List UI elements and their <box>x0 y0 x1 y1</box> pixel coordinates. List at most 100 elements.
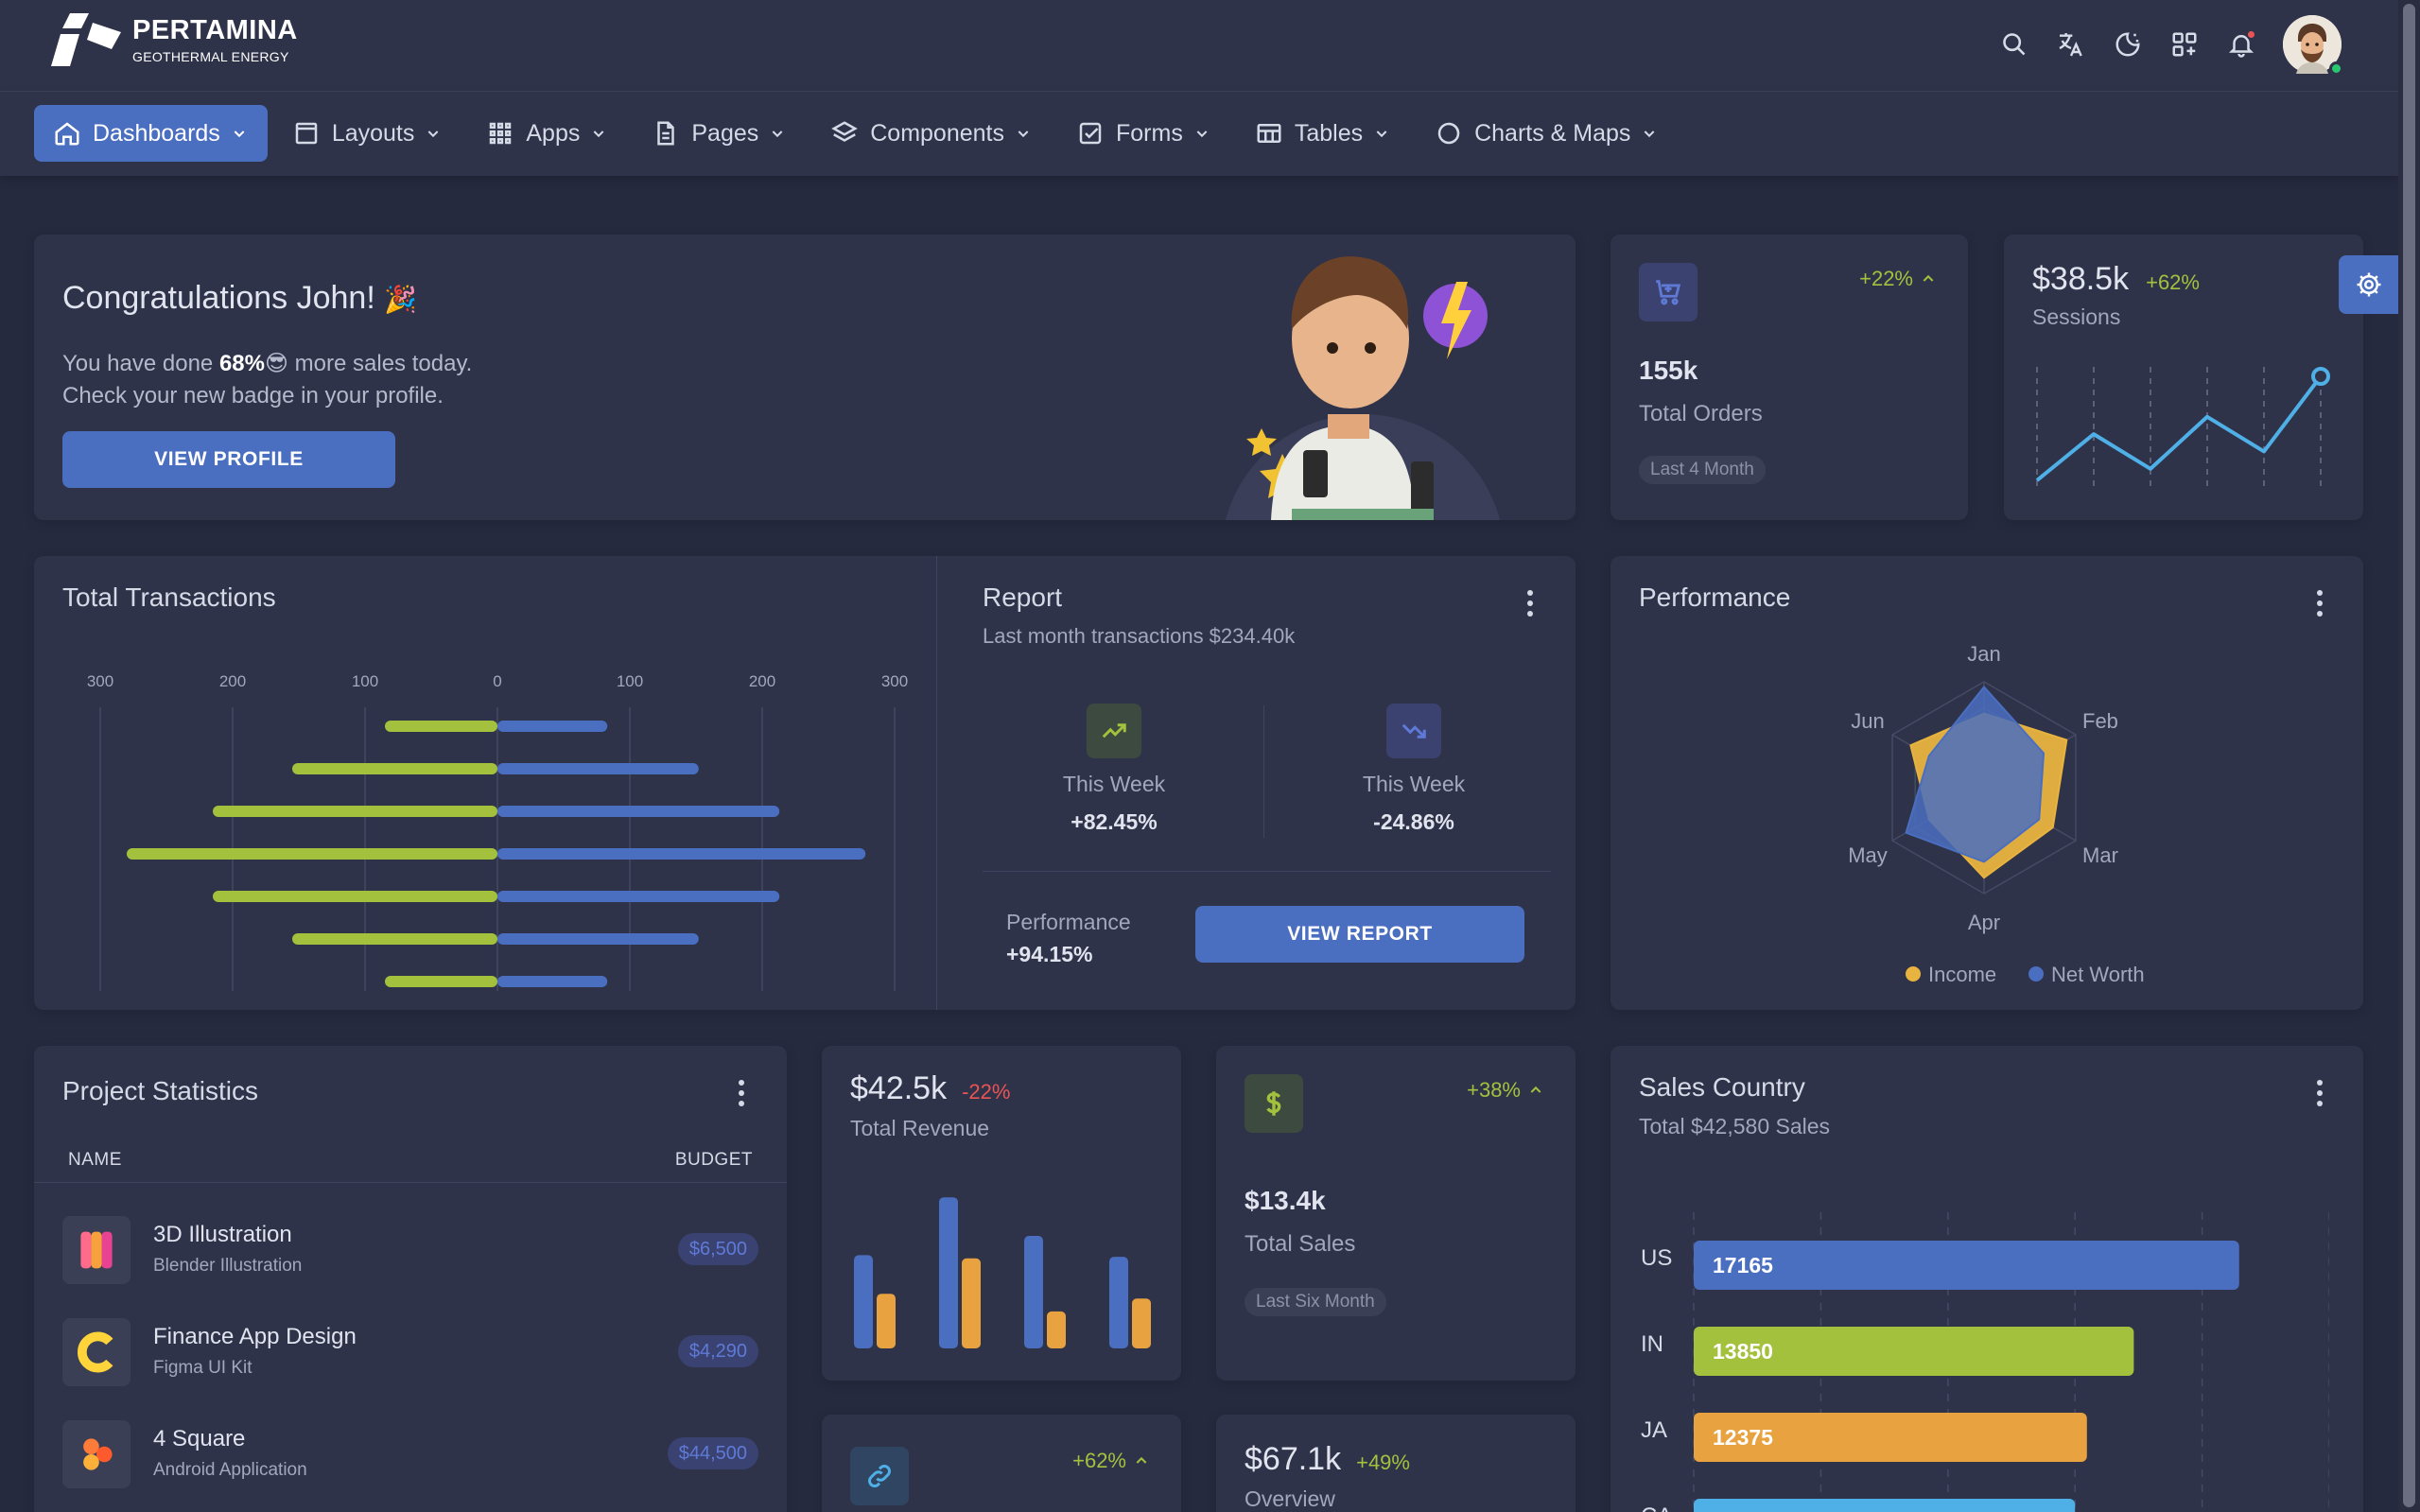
performance-card: Performance Jan Feb Mar Apr May Jun Income Net … <box>1610 556 2363 1010</box>
radar-category-label: Jan <box>1967 642 2000 666</box>
week2-value: -24.86% <box>1373 809 1454 834</box>
project-name: Finance App Design <box>153 1324 357 1349</box>
nav-label: Charts & Maps <box>1474 119 1631 147</box>
nav-item-dashboards[interactable]: Dashboards <box>34 105 268 162</box>
bell-icon[interactable] <box>2226 29 2256 60</box>
moon-icon[interactable] <box>2113 29 2143 60</box>
sessions-value: $38.5k <box>2032 261 2130 297</box>
column-name-header: NAME <box>68 1150 122 1170</box>
report-menu-button[interactable] <box>1526 590 1534 617</box>
orders-label: Total Orders <box>1639 401 1763 426</box>
project-thumbnail <box>62 1420 131 1488</box>
character-illustration <box>1140 235 1576 520</box>
week-divider <box>1263 705 1264 838</box>
orders-change: +22% <box>1859 267 1936 291</box>
home-icon <box>55 122 79 146</box>
budget-badge: $6,500 <box>677 1233 758 1265</box>
orders-value: 155k <box>1639 356 1698 385</box>
nav-item-charts-maps[interactable]: Charts & Maps <box>1416 105 1678 162</box>
transaction-bar <box>213 806 497 817</box>
sessions-label: Sessions <box>2032 304 2121 329</box>
sales-country-title: Sales Country <box>1639 1072 1805 1102</box>
legend-label: Income <box>1928 963 1996 986</box>
report-subtitle: Last month transactions $234.40k <box>983 624 1296 648</box>
table-row[interactable]: 4 Square Android Application $44,500 <box>34 1403 787 1505</box>
brand-logo[interactable]: PERTAMINA GEOTHERMAL ENERGY <box>49 11 298 68</box>
sales-country-menu-button[interactable] <box>2316 1080 2324 1106</box>
nav-item-pages[interactable]: Pages <box>633 105 806 162</box>
gear-icon <box>2357 272 2380 297</box>
brand-name: PERTAMINA <box>132 14 298 45</box>
project-statistics-card: Project Statistics NAME BUDGET 3D Illust… <box>34 1046 787 1512</box>
nav-label: Tables <box>1294 119 1364 147</box>
transaction-bar <box>385 721 497 732</box>
project-statistics-title: Project Statistics <box>62 1076 258 1105</box>
country-value-label: 13850 <box>1713 1339 1773 1364</box>
sales-country-subtitle: Total $42,580 Sales <box>1639 1114 1831 1138</box>
nav-item-apps[interactable]: Apps <box>467 105 627 162</box>
apps-grid-icon[interactable] <box>2169 29 2200 60</box>
project-menu-button[interactable] <box>738 1080 745 1106</box>
transaction-bar <box>497 848 866 860</box>
sales-country-card: Sales Country Total $42,580 Sales US 1716… <box>1610 1046 2363 1512</box>
sales-value: $13.4k <box>1245 1186 1326 1215</box>
table-row[interactable]: Finance App Design Figma UI Kit $4,290 <box>34 1301 787 1403</box>
welcome-card: Congratulations John! 🎉 You have done 68… <box>34 235 1576 520</box>
budget-badge: $4,290 <box>677 1335 758 1367</box>
view-profile-button[interactable]: VIEW PROFILE <box>62 431 395 488</box>
settings-gear-button[interactable] <box>2339 255 2398 314</box>
report-hr <box>983 871 1551 872</box>
budget-badge: $44,500 <box>667 1437 758 1469</box>
project-name: 3D Illustration <box>153 1222 292 1247</box>
table-header-divider <box>34 1182 787 1183</box>
party-popper-icon: 🎉 <box>384 285 418 314</box>
welcome-title: Congratulations John! 🎉 <box>62 280 418 316</box>
file-icon <box>657 121 675 146</box>
transaction-bar <box>497 933 699 945</box>
radar-category-label: May <box>1848 843 1888 867</box>
chevron-down-icon <box>1645 130 1655 138</box>
link-stats-card: +62% <box>822 1415 1181 1512</box>
nav-item-layouts[interactable]: Layouts <box>273 105 462 162</box>
view-report-button[interactable]: VIEW REPORT <box>1195 906 1524 963</box>
welcome-message: You have done 68%😎 more sales today. Che… <box>62 351 473 408</box>
main-navigation: Dashboards Layouts Apps Pages Components Form… <box>0 91 2398 176</box>
nav-item-components[interactable]: Components <box>811 105 1052 162</box>
nav-label: Dashboards <box>93 119 220 147</box>
x-tick-label: 0 <box>493 672 501 690</box>
legend-label: Net Worth <box>2051 963 2145 986</box>
sessions-last-point <box>2311 367 2330 386</box>
chevron-down-icon <box>772 130 783 138</box>
cart-icon <box>1639 263 1697 322</box>
x-tick-label: 200 <box>219 672 246 690</box>
trending-down-icon <box>1386 704 1441 758</box>
overview-label: Overview <box>1245 1486 1335 1511</box>
layout-icon <box>295 122 318 145</box>
nav-item-tables[interactable]: Tables <box>1236 105 1410 162</box>
x-tick-label: 100 <box>617 672 643 690</box>
nav-item-forms[interactable]: Forms <box>1057 105 1230 162</box>
revenue-bar <box>1024 1236 1043 1348</box>
sales-change: +38% <box>1467 1078 1543 1103</box>
performance-menu-button[interactable] <box>2316 590 2324 617</box>
transaction-bar <box>292 763 497 774</box>
country-label: IN <box>1641 1331 1663 1357</box>
transaction-bar <box>213 891 497 902</box>
x-tick-label: 200 <box>749 672 775 690</box>
nav-label: Components <box>870 119 1004 147</box>
project-thumbnail <box>62 1318 131 1386</box>
table-row[interactable]: 3D Illustration Blender Illustration $6,50… <box>34 1199 787 1301</box>
sales-period-badge: Last Six Month <box>1245 1288 1386 1316</box>
legend-marker <box>1906 966 1921 982</box>
radar-category-label: Apr <box>1968 911 2000 934</box>
scrollbar-thumb[interactable] <box>2403 4 2415 1507</box>
x-tick-label: 300 <box>881 672 908 690</box>
user-avatar[interactable] <box>2283 15 2343 76</box>
brand-subtitle: GEOTHERMAL ENERGY <box>132 48 289 64</box>
radar-series-net-worth <box>1905 686 2046 863</box>
translate-icon[interactable] <box>2056 29 2086 60</box>
page-scrollbar[interactable] <box>2398 0 2420 1512</box>
search-icon[interactable] <box>1999 29 2029 60</box>
dollar-icon <box>1245 1074 1303 1133</box>
nav-label: Pages <box>691 119 759 147</box>
